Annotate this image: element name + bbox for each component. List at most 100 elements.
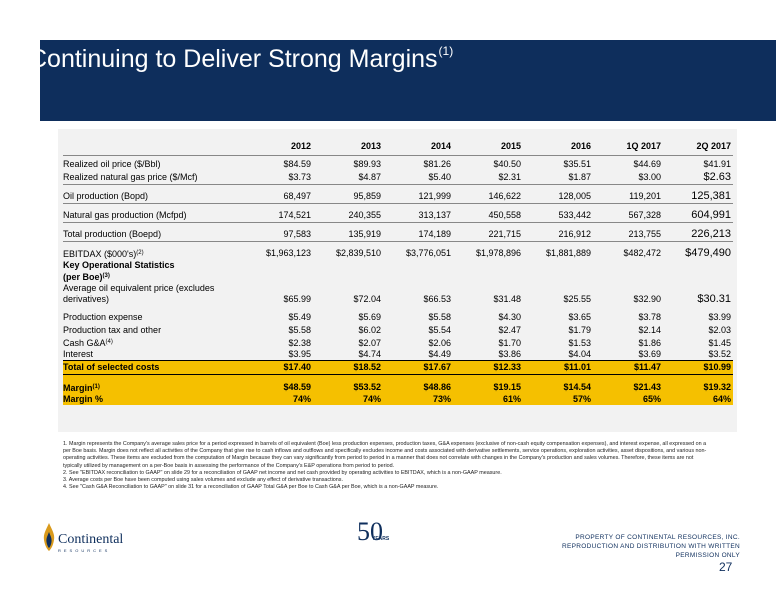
row-label: Average oil equivalent price (excludes de…: [63, 283, 215, 304]
table-row-margin-pct: Margin % 74% 74% 73% 61% 57% 65% 64%: [63, 393, 733, 405]
table-row-oil-price: Realized oil price ($/Bbl) $84.59 $89.93 $8…: [63, 158, 733, 171]
row-label: Oil production (Bopd): [63, 190, 149, 201]
cell-2013: $4.74: [358, 349, 381, 359]
cell-2014: $5.40: [428, 171, 451, 182]
cell-2012: 97,583: [283, 228, 311, 239]
cell-2016: 533,442: [558, 209, 591, 220]
column-header: 1Q 2017: [626, 141, 661, 152]
table-header-row: 2012 2013 2014 2015 2016 1Q 2017 2Q 2017: [63, 139, 733, 155]
cell-2013: $72.04: [353, 294, 381, 304]
cell-2016: $14.54: [523, 381, 593, 394]
cell-2014: $81.26: [423, 159, 451, 169]
cell-1q-2017: $3.78: [638, 312, 661, 322]
cell-2q-2017: $19.32: [663, 381, 733, 394]
column-header: 2015: [500, 141, 521, 152]
table-row-margin: Margin(1) $48.59 $53.52 $48.86 $19.15 $14.54 $…: [63, 381, 733, 394]
cell-2014: 313,137: [418, 209, 451, 220]
cell-2014: 73%: [383, 393, 453, 405]
cell-2014: 174,189: [418, 228, 451, 239]
row-label: Total production (Boepd): [63, 228, 162, 239]
cell-1q-2017: $3.69: [638, 349, 661, 359]
title-banner: [40, 40, 776, 121]
table-row-total-prod: Total production (Boepd) 97,583 135,919 174…: [63, 228, 733, 241]
cell-2012: $3.95: [288, 349, 311, 359]
row-label: Interest: [63, 349, 94, 359]
cell-1q-2017: 65%: [593, 393, 663, 405]
cell-2013: $6.02: [358, 325, 381, 335]
cell-2012: 174,521: [278, 209, 311, 220]
table-row-oil-prod: Oil production (Bopd) 68,497 95,859 121,999…: [63, 190, 733, 203]
cell-2012: $3.73: [288, 171, 311, 182]
table-row-prod-expense: Production expense $5.49 $5.69 $5.58 $4.30 $3…: [63, 311, 733, 324]
cell-2016: 57%: [523, 393, 593, 405]
row-label: Cash G&A(4): [63, 338, 113, 348]
cell-2q-2017: 125,381: [691, 189, 731, 202]
cell-2012: 74%: [243, 393, 313, 405]
cell-2016: $1.87: [568, 171, 591, 182]
cell-2014: 121,999: [418, 190, 451, 201]
cell-2013: 74%: [313, 393, 383, 405]
cell-1q-2017: 213,755: [628, 228, 661, 239]
row-label: Realized oil price ($/Bbl): [63, 159, 161, 169]
cell-2015: $2.31: [498, 171, 521, 182]
column-header: 2014: [430, 141, 451, 152]
cell-2013: $53.52: [313, 381, 383, 394]
cell-2015: $1,978,896: [475, 248, 521, 258]
cell-2016: $1.79: [568, 325, 591, 335]
cell-2016: $1,881,889: [545, 248, 591, 258]
cell-2012: $48.59: [243, 381, 313, 394]
cell-2013: $4.87: [358, 171, 381, 182]
cell-2015: 61%: [453, 393, 523, 405]
row-label: Production tax and other: [63, 325, 162, 335]
cell-2q-2017: $479,490: [685, 247, 731, 259]
fifty-years-label: YEARS: [372, 536, 390, 542]
cell-2013: $2,839,510: [335, 248, 381, 258]
cell-1q-2017: $3.00: [638, 171, 661, 182]
cell-2q-2017: $3.52: [708, 349, 731, 359]
cell-2q-2017: $1.45: [708, 337, 731, 348]
cell-1q-2017: 119,201: [629, 190, 661, 201]
cell-2013: $5.69: [358, 312, 381, 322]
cell-2015: $40.50: [493, 159, 521, 169]
cell-2015: $4.30: [498, 312, 521, 322]
cell-2012: $84.59: [283, 159, 311, 169]
cell-2013: $89.93: [353, 159, 381, 169]
cell-1q-2017: $44.69: [633, 159, 661, 169]
cell-2014: $48.86: [383, 381, 453, 394]
cell-2014: $3,776,051: [405, 248, 451, 258]
fifty-years-number: 50: [357, 517, 383, 546]
row-label: Natural gas production (Mcfpd): [63, 209, 187, 220]
table-row-prod-tax: Production tax and other $5.58 $6.02 $5.54 $…: [63, 324, 733, 337]
cell-2012: $1,963,123: [265, 248, 311, 258]
cell-2q-2017: $2.63: [703, 170, 731, 183]
cell-2q-2017: 226,213: [691, 227, 731, 240]
cell-2q-2017: $2.03: [708, 325, 731, 335]
cell-2014: $66.53: [423, 294, 451, 304]
cell-2016: $1.53: [568, 337, 591, 348]
cell-2013: 240,355: [348, 209, 381, 220]
column-header: 2Q 2017: [696, 141, 731, 152]
column-header: 2016: [570, 141, 591, 152]
cell-1q-2017: $21.43: [593, 381, 663, 394]
cell-2012: $5.49: [288, 312, 311, 322]
table-row-ebitdax: EBITDAX ($000's)(2) $1,963,123 $2,839,510 $…: [63, 247, 733, 260]
cell-2012: $17.40: [243, 360, 313, 375]
column-header: 2013: [360, 141, 381, 152]
page-number: 27: [719, 560, 733, 574]
margins-table: 2012 2013 2014 2015 2016 1Q 2017 2Q 2017 Realiz…: [63, 139, 733, 405]
row-label: Margin(1): [63, 381, 243, 394]
cell-2014: $17.67: [383, 360, 453, 375]
cell-2015: 146,622: [488, 190, 521, 201]
cell-2014: $2.06: [428, 337, 451, 348]
cell-2012: 68,497: [283, 190, 311, 201]
cell-1q-2017: $2.14: [638, 325, 661, 335]
cell-2014: $5.58: [428, 312, 451, 322]
footnote: 4. See "Cash G&A Reconciliation to GAAP"…: [63, 484, 439, 491]
cell-2q-2017: $10.99: [663, 360, 733, 375]
cell-1q-2017: $11.47: [593, 360, 663, 375]
continental-flame-icon: [43, 523, 55, 551]
cell-2013: $18.52: [313, 360, 383, 375]
cell-2q-2017: $30.31: [697, 293, 731, 305]
cell-2013: 95,859: [353, 190, 381, 201]
company-logo-subtext: RESOURCES: [58, 548, 111, 553]
